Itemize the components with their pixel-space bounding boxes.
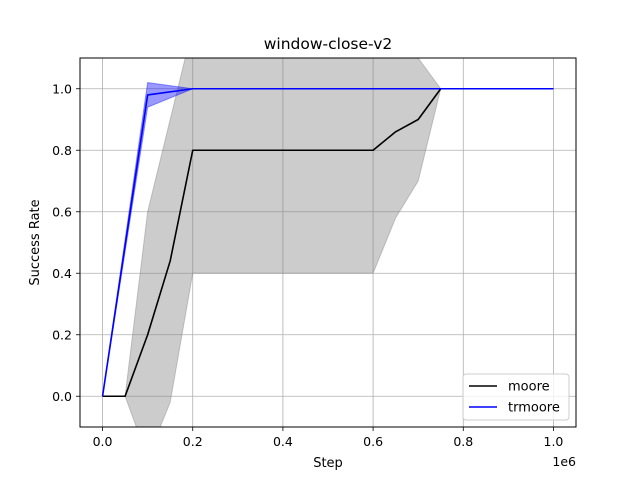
x-tick-label: 0.6 bbox=[363, 434, 383, 449]
band-trmoore bbox=[102, 82, 554, 397]
y-tick-label: 0.6 bbox=[52, 204, 72, 219]
line-moore bbox=[102, 87, 554, 398]
x-tick-label: 0.2 bbox=[183, 434, 203, 449]
y-axis-ticks: 0.0 0.2 0.4 0.6 0.8 1.0 bbox=[52, 81, 80, 404]
x-axis-label: Step bbox=[313, 456, 343, 471]
legend: moore trmoore bbox=[462, 373, 570, 421]
x-tick-label: 1.0 bbox=[544, 434, 564, 449]
y-tick-label: 0.0 bbox=[52, 389, 72, 404]
y-tick-label: 0.2 bbox=[52, 327, 72, 342]
plot-background bbox=[80, 58, 576, 427]
legend-label-trmoore: trmoore bbox=[508, 401, 560, 416]
chart-title: window-close-v2 bbox=[264, 35, 393, 53]
x-axis-offset-label: 1e6 bbox=[552, 454, 576, 469]
y-axis-label: Success Rate bbox=[28, 199, 43, 285]
y-tick-label: 0.4 bbox=[52, 266, 72, 281]
x-tick-label: 0.8 bbox=[453, 434, 473, 449]
plot-frame bbox=[79, 57, 577, 428]
series-lines bbox=[101, 87, 554, 398]
legend-label-moore: moore bbox=[508, 380, 550, 395]
x-tick-label: 0.4 bbox=[273, 434, 293, 449]
line-trmoore bbox=[101, 87, 554, 397]
y-tick-label: 1.0 bbox=[52, 81, 72, 96]
x-tick-label: 0.0 bbox=[93, 434, 113, 449]
x-axis-ticks: 0.0 0.2 0.4 0.6 0.8 1.0 bbox=[93, 427, 564, 449]
y-tick-label: 0.8 bbox=[52, 143, 72, 158]
